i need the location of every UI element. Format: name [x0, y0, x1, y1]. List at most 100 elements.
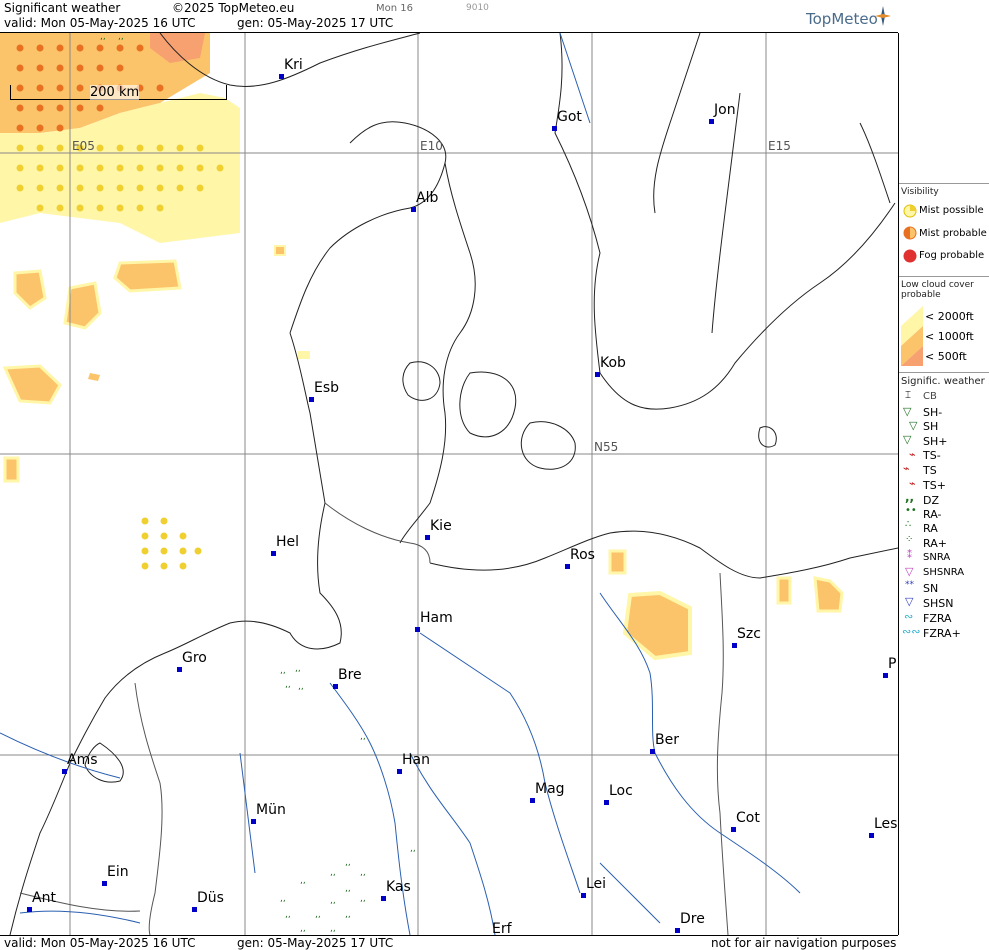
city-label: Ant [32, 890, 56, 906]
map-title: Significant weather [4, 1, 121, 15]
legend-visibility-title: Visibility [901, 187, 939, 197]
grid-label-n55: N55 [594, 440, 619, 454]
borders [19, 502, 729, 935]
legend-snra: SNRA [923, 552, 951, 563]
city-label: Kas [386, 879, 411, 895]
city-label: Bre [338, 667, 362, 683]
city-label: Mag [535, 781, 565, 797]
svg-text:,,: ,, [330, 924, 336, 934]
snra-icon: ⁑ [907, 550, 912, 561]
code-label: 9010 [466, 3, 489, 13]
weather-map[interactable]: ,,,,,,,, ,,,, ,,,,,,,, ,,,,,,,, ,,,,,,,,… [0, 33, 899, 935]
city-label: Dre [680, 911, 705, 927]
svg-text:,,: ,, [360, 732, 366, 742]
lat-lon-grid [0, 33, 898, 935]
ts-icon: ⌁ [903, 462, 910, 475]
legend-cloud-2000: < 2000ft [925, 310, 974, 323]
valid-time: valid: Mon 05-May-2025 16 UTC [4, 16, 196, 30]
city-label: Jon [714, 102, 736, 118]
svg-text:,,: ,, [285, 910, 291, 920]
sh-heavy-icon: ▽ [903, 433, 912, 446]
svg-text:,,: ,, [330, 868, 336, 878]
rivers [0, 33, 801, 935]
legend-fzra-heavy: FZRA+ [923, 627, 961, 640]
legend-ra-light: RA- [923, 508, 942, 521]
svg-text:,,: ,, [345, 884, 351, 894]
city-label: Han [402, 752, 430, 768]
legend-lowcloud-title: Low cloud cover probable [901, 280, 974, 300]
city-label: Ein [107, 864, 129, 880]
lowcloud-ramp-icon [901, 306, 923, 366]
city-label: Les [874, 816, 898, 832]
svg-text:,,: ,, [300, 876, 306, 886]
svg-text:,,: ,, [118, 33, 124, 42]
city-label: Erf [492, 921, 512, 935]
svg-text:,,: ,, [300, 924, 306, 934]
city-label: Lei [586, 876, 607, 892]
city-label: Szc [737, 626, 761, 642]
legend-mist-possible: Mist possible [919, 205, 984, 216]
grid-label-e15: E15 [768, 139, 791, 153]
ra-light-icon: •• [905, 505, 917, 516]
legend-sh-light: SH- [923, 406, 943, 419]
dz-icon: ,, [905, 490, 915, 504]
city-label: Ber [655, 732, 679, 748]
scale-label: 200 km [90, 85, 140, 100]
ts-heavy-icon: ⌁ [909, 477, 916, 490]
city-label: Ros [570, 547, 595, 563]
svg-text:,,: ,, [360, 868, 366, 878]
legend-sh-heavy: SH+ [923, 435, 948, 448]
run-label: Mon 16 [376, 3, 413, 14]
legend-ts-light: TS- [923, 449, 941, 462]
footer-generated-time: gen: 05-May-2025 17 UTC [237, 936, 394, 950]
coastlines [9, 33, 898, 935]
grid-label-e10: E10 [420, 139, 443, 153]
ts-light-icon: ⌁ [909, 448, 916, 461]
legend-ra: RA [923, 522, 938, 535]
footer-note: not for air navigation purposes [711, 936, 897, 950]
legend-ts-heavy: TS+ [923, 479, 946, 492]
city-label: Got [557, 109, 582, 125]
city-label: Kie [430, 518, 452, 534]
compass-rose-icon [875, 6, 891, 26]
city-label: Kri [284, 57, 303, 73]
drizzle-marks: ,,,,,,,, ,,,, ,,,,,,,, ,,,,,,,, ,,,,,,,,… [100, 33, 416, 934]
shsn-icon: ▽ [905, 595, 914, 608]
svg-text:,,: ,, [295, 664, 301, 674]
header-bar: Significant weather ©2025 TopMeteo.eu Mo… [0, 0, 898, 33]
city-label: Ham [420, 610, 453, 626]
legend-shsnra: SHSNRA [923, 567, 965, 578]
legend-sigwx-title: Signific. weather [901, 376, 985, 387]
shsnra-icon: ▽ [905, 565, 914, 578]
svg-text:,,: ,, [285, 680, 291, 690]
sh-icon: ▽ [909, 419, 918, 432]
footer-valid-time: valid: Mon 05-May-2025 16 UTC [4, 936, 196, 950]
ra-icon: ∴ [905, 519, 912, 530]
legend-fzra: FZRA [923, 612, 952, 625]
legend-ts: TS [923, 464, 937, 477]
city-label: P [888, 656, 897, 672]
city-label: Hel [276, 534, 300, 550]
cb-icon: ⌶ [905, 390, 911, 401]
mist-possible-icon [903, 204, 917, 218]
legend-mist-probable: Mist probable [919, 228, 987, 239]
legend-panel: Visibility Mist possible Mist probable F… [899, 0, 989, 949]
mist-probable-icon [903, 226, 917, 240]
svg-text:,,: ,, [360, 894, 366, 904]
city-label: Kob [600, 355, 626, 371]
topmeteo-logo: TopMeteo [806, 10, 878, 28]
city-label: Loc [609, 783, 633, 799]
svg-text:,,: ,, [280, 894, 286, 904]
svg-text:,,: ,, [345, 858, 351, 868]
svg-text:,,: ,, [345, 910, 351, 920]
city-label: Alb [416, 190, 439, 206]
city-label: Mün [256, 802, 286, 818]
legend-cloud-500: < 500ft [925, 350, 967, 363]
fog-probable-icon [903, 249, 917, 263]
low-cloud-areas [0, 33, 844, 661]
mist-dots [16, 144, 224, 570]
generated-time: gen: 05-May-2025 17 UTC [237, 16, 394, 30]
fzra-icon: ∾ [904, 610, 914, 623]
city-label: Düs [197, 890, 224, 906]
sh-light-icon: ▽ [903, 405, 912, 418]
